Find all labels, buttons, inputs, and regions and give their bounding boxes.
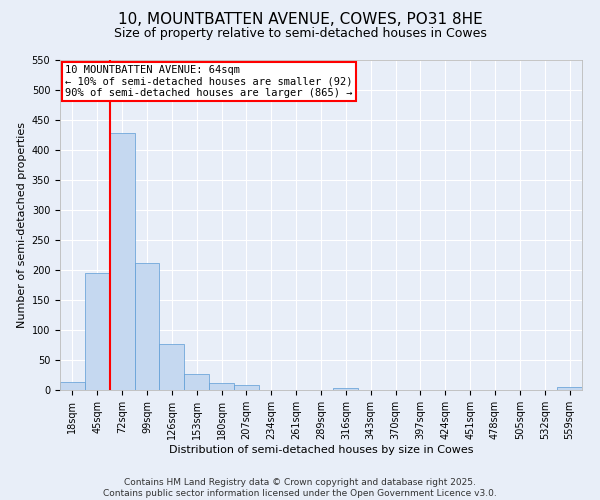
X-axis label: Distribution of semi-detached houses by size in Cowes: Distribution of semi-detached houses by … bbox=[169, 444, 473, 454]
Bar bbox=[557, 387, 582, 390]
Bar bbox=[209, 384, 234, 390]
Text: Contains HM Land Registry data © Crown copyright and database right 2025.
Contai: Contains HM Land Registry data © Crown c… bbox=[103, 478, 497, 498]
Text: 10, MOUNTBATTEN AVENUE, COWES, PO31 8HE: 10, MOUNTBATTEN AVENUE, COWES, PO31 8HE bbox=[118, 12, 482, 28]
Y-axis label: Number of semi-detached properties: Number of semi-detached properties bbox=[17, 122, 28, 328]
Bar bbox=[110, 133, 134, 390]
Bar bbox=[184, 374, 209, 390]
Bar bbox=[334, 388, 358, 390]
Bar bbox=[134, 263, 160, 390]
Bar bbox=[85, 273, 110, 390]
Text: Size of property relative to semi-detached houses in Cowes: Size of property relative to semi-detach… bbox=[113, 28, 487, 40]
Bar bbox=[160, 344, 184, 390]
Bar bbox=[60, 382, 85, 390]
Text: 10 MOUNTBATTEN AVENUE: 64sqm
← 10% of semi-detached houses are smaller (92)
90% : 10 MOUNTBATTEN AVENUE: 64sqm ← 10% of se… bbox=[65, 65, 353, 98]
Bar bbox=[234, 385, 259, 390]
